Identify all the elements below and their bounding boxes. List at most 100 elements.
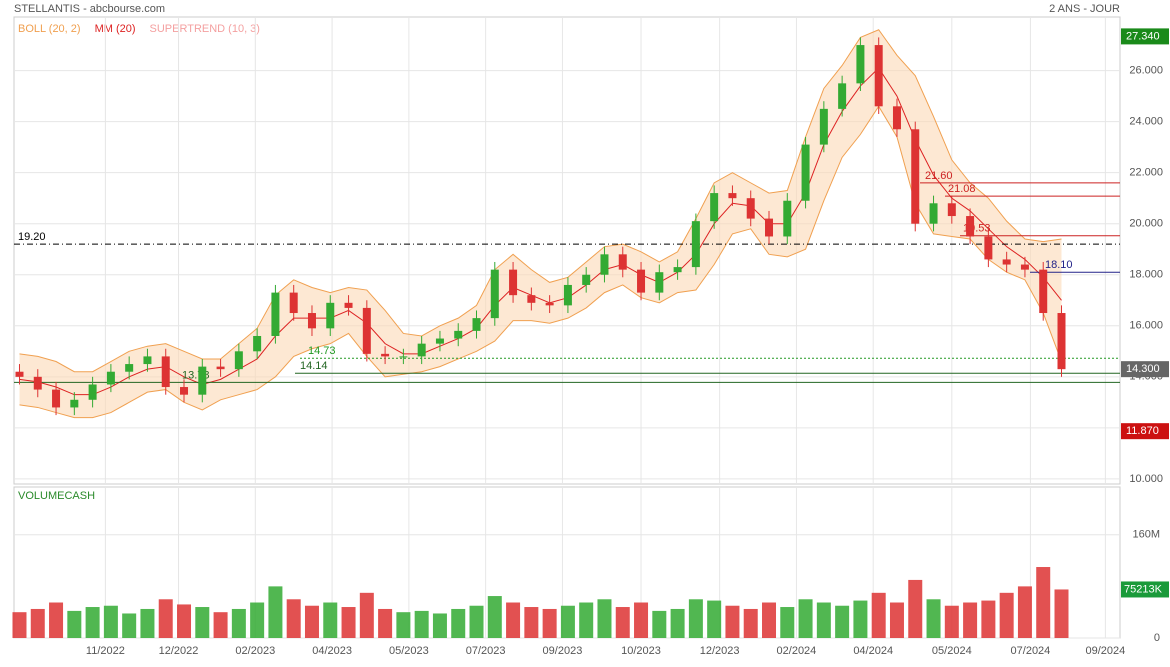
volume-bar — [908, 579, 923, 638]
volume-bar — [85, 607, 100, 638]
volume-bar — [378, 608, 393, 638]
x-tick-label: 05/2023 — [389, 645, 429, 657]
candle-body — [362, 307, 371, 354]
volume-bar — [707, 600, 722, 638]
candle-body — [509, 269, 518, 296]
volume-bar — [30, 608, 45, 638]
volume-bar — [524, 607, 539, 638]
candle-body — [1039, 269, 1048, 314]
volume-bar — [341, 607, 356, 638]
volume-bar — [688, 599, 703, 638]
candle-body — [618, 254, 627, 270]
volume-bar — [268, 586, 283, 638]
x-tick-label: 02/2024 — [777, 645, 817, 657]
period: 2 ANS - JOUR — [1049, 3, 1120, 15]
volume-tick-label: 160M — [1132, 529, 1160, 541]
x-tick-label: 04/2024 — [853, 645, 893, 657]
volume-bar — [286, 599, 301, 638]
x-tick-label: 11/2022 — [86, 645, 125, 657]
volume-bar — [725, 605, 740, 638]
volume-bar — [432, 613, 447, 638]
candle-body — [435, 338, 444, 344]
candle-body — [874, 45, 883, 107]
candle-body — [70, 399, 79, 408]
x-tick-label: 07/2024 — [1011, 645, 1051, 657]
volume-bar — [323, 602, 338, 638]
candle-body — [838, 83, 847, 109]
level-label: 14.14 — [300, 360, 328, 372]
candle-body — [637, 269, 646, 293]
volume-bar — [853, 600, 868, 638]
candle-body — [326, 302, 335, 329]
candle-body — [582, 274, 591, 285]
price-marker — [1121, 361, 1169, 378]
volume-bar — [926, 599, 941, 638]
candle-body — [490, 269, 499, 319]
volume-bar — [304, 605, 319, 638]
candle-body — [984, 236, 993, 260]
volume-bar — [469, 605, 484, 638]
price-marker-label: 11.870 — [1126, 425, 1159, 437]
volume-bar — [250, 602, 265, 638]
x-tick-label: 12/2023 — [700, 645, 740, 657]
price-marker — [1121, 28, 1169, 45]
boll-upper — [19, 29, 1062, 373]
candle-body — [15, 371, 24, 377]
legend-entry: BOLL (20, 2) — [18, 23, 81, 35]
y-tick-label: 26.000 — [1129, 64, 1163, 76]
volume-bar — [12, 612, 27, 638]
candle-body — [381, 353, 390, 357]
volume-bar — [67, 610, 82, 638]
volume-marker-label: 75213K — [1124, 583, 1163, 595]
volume-bar — [487, 596, 502, 638]
volume-tick-label: 0 — [1154, 632, 1160, 644]
price-marker-label: 14.300 — [1126, 363, 1160, 375]
volume-bar — [122, 613, 137, 638]
chart-title: STELLANTIS - abcbourse.com — [14, 3, 165, 15]
candle-body — [1020, 264, 1029, 270]
level-label: 21.08 — [948, 183, 976, 195]
candle-body — [710, 193, 719, 222]
candle-body — [819, 108, 828, 145]
candle-body — [655, 272, 664, 293]
candle-body — [180, 387, 189, 395]
boll-fill — [19, 29, 1062, 418]
y-tick-label: 10.000 — [1129, 473, 1163, 485]
volume-bar — [835, 605, 850, 638]
level-label: 19.20 — [18, 231, 46, 243]
volume-bar — [177, 604, 192, 638]
candle-body — [691, 221, 700, 268]
volume-bar — [963, 602, 978, 638]
candle-body — [106, 371, 115, 385]
x-tick-label: 04/2023 — [312, 645, 352, 657]
volume-bar — [451, 608, 466, 638]
candle-body — [600, 254, 609, 275]
candle-body — [527, 295, 536, 303]
price-marker-label: 27.340 — [1126, 30, 1160, 42]
volume-title: VOLUMECASH — [18, 490, 95, 502]
volume-bar — [798, 599, 813, 638]
volume-marker — [1121, 581, 1169, 598]
candle-body — [1057, 313, 1066, 370]
volume-bar — [670, 608, 685, 638]
candle-body — [947, 203, 956, 217]
candle-body — [271, 292, 280, 336]
candle-body — [52, 389, 61, 408]
candle-body — [399, 356, 408, 358]
candle-body — [198, 366, 207, 395]
candle-body — [216, 366, 225, 370]
price-marker — [1121, 423, 1169, 440]
volume-bar — [414, 610, 429, 638]
candle-body — [125, 364, 134, 372]
candle-body — [161, 356, 170, 388]
candle-body — [545, 302, 554, 306]
volume-bar — [560, 605, 575, 638]
volume-bar — [1054, 589, 1069, 638]
volume-bar — [743, 608, 758, 638]
candle-body — [143, 356, 152, 365]
volume-bar — [871, 592, 886, 638]
candle-body — [929, 203, 938, 224]
volume-bar — [889, 602, 904, 638]
candle-body — [673, 267, 682, 273]
